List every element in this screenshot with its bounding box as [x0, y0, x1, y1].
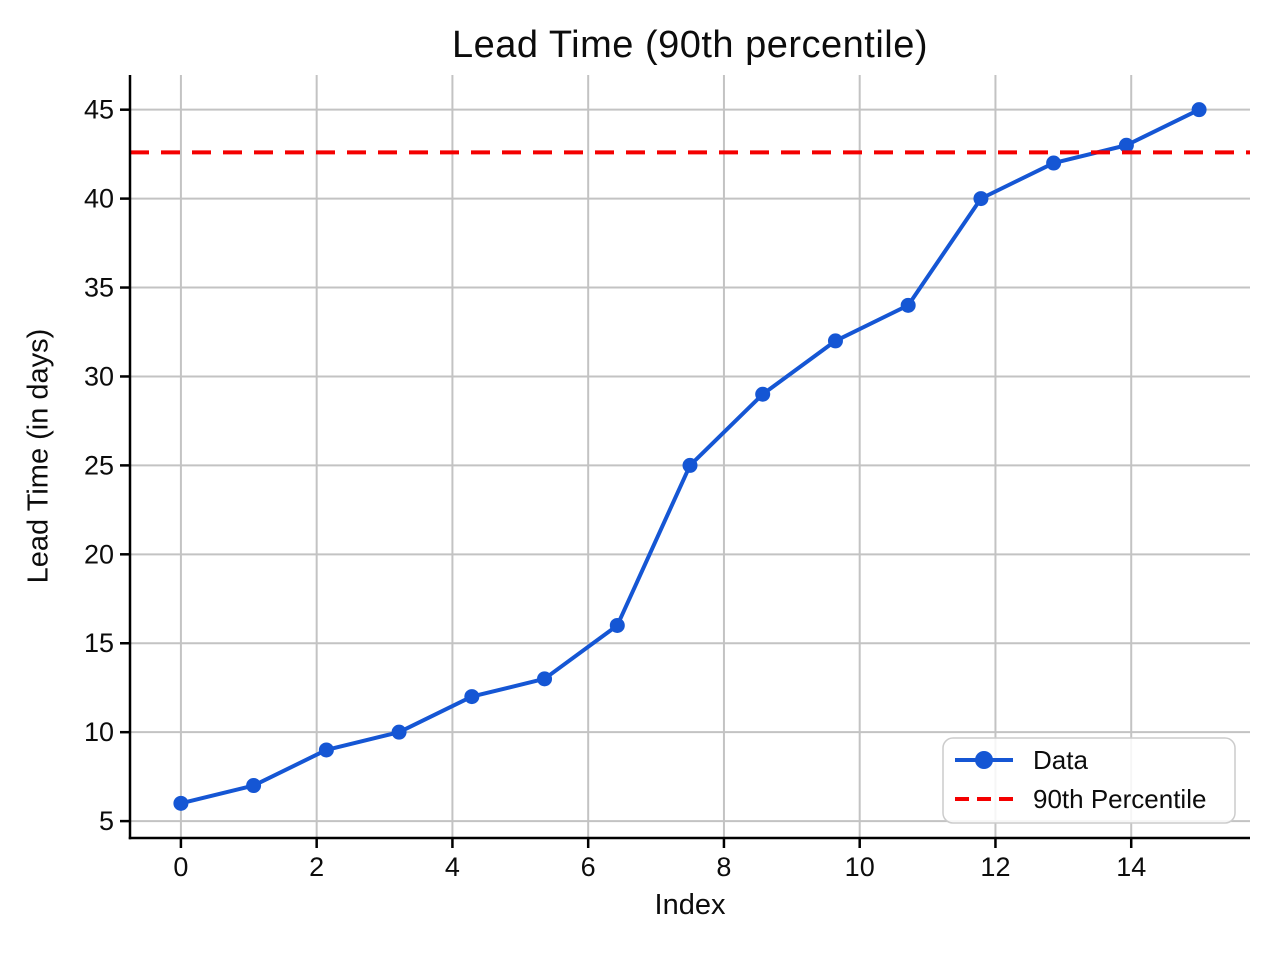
data-point [1118, 137, 1134, 153]
x-tick-label: 12 [980, 852, 1010, 882]
data-line [178, 107, 1202, 806]
data-point [246, 778, 262, 794]
x-tick-label: 14 [1116, 852, 1146, 882]
x-tick-label: 4 [445, 852, 460, 882]
data-point [173, 795, 189, 811]
legend-layer: Data 90th Percentile [942, 737, 1236, 824]
y-tick-label: 20 [84, 539, 114, 569]
legend-label-percentile: 90th Percentile [1033, 784, 1206, 814]
data-point [973, 191, 989, 207]
x-tick-label: 8 [716, 852, 731, 882]
data-point [537, 671, 553, 687]
y-tick-label: 15 [84, 628, 114, 658]
y-axis-label: Lead Time (in days) [22, 328, 55, 584]
data-point [318, 742, 334, 758]
legend-data-marker-sample [975, 751, 993, 769]
data-point [755, 386, 771, 402]
y-tick-label: 45 [84, 95, 114, 125]
data-point [1046, 155, 1062, 171]
x-tick-label: 10 [845, 852, 875, 882]
y-tick-label: 5 [99, 806, 114, 836]
data-point [827, 333, 843, 349]
x-tick-label: 0 [173, 852, 188, 882]
y-tick-label: 30 [84, 361, 114, 391]
data-point [464, 689, 480, 705]
data-point [609, 617, 625, 633]
series-layer [173, 102, 1207, 811]
grid-layer [130, 75, 1250, 838]
x-tick-label: 2 [309, 852, 324, 882]
x-axis-label: Index [654, 889, 726, 921]
legend-label-data: Data [1033, 745, 1088, 775]
data-point [900, 297, 916, 313]
legend-box [942, 737, 1236, 824]
y-tick-label: 35 [84, 273, 114, 303]
x-tick-label: 6 [581, 852, 596, 882]
chart-title: Lead Time (90th percentile) [451, 24, 929, 66]
y-tick-label: 40 [84, 184, 114, 214]
axes-layer: 5 10 15 20 25 30 35 40 45 0 2 4 6 8 10 12 14 [84, 75, 1250, 882]
data-point [391, 724, 407, 740]
y-tick-label: 10 [84, 717, 114, 747]
data-point [1191, 102, 1207, 118]
data-point [682, 457, 698, 473]
y-tick-label: 25 [84, 450, 114, 480]
